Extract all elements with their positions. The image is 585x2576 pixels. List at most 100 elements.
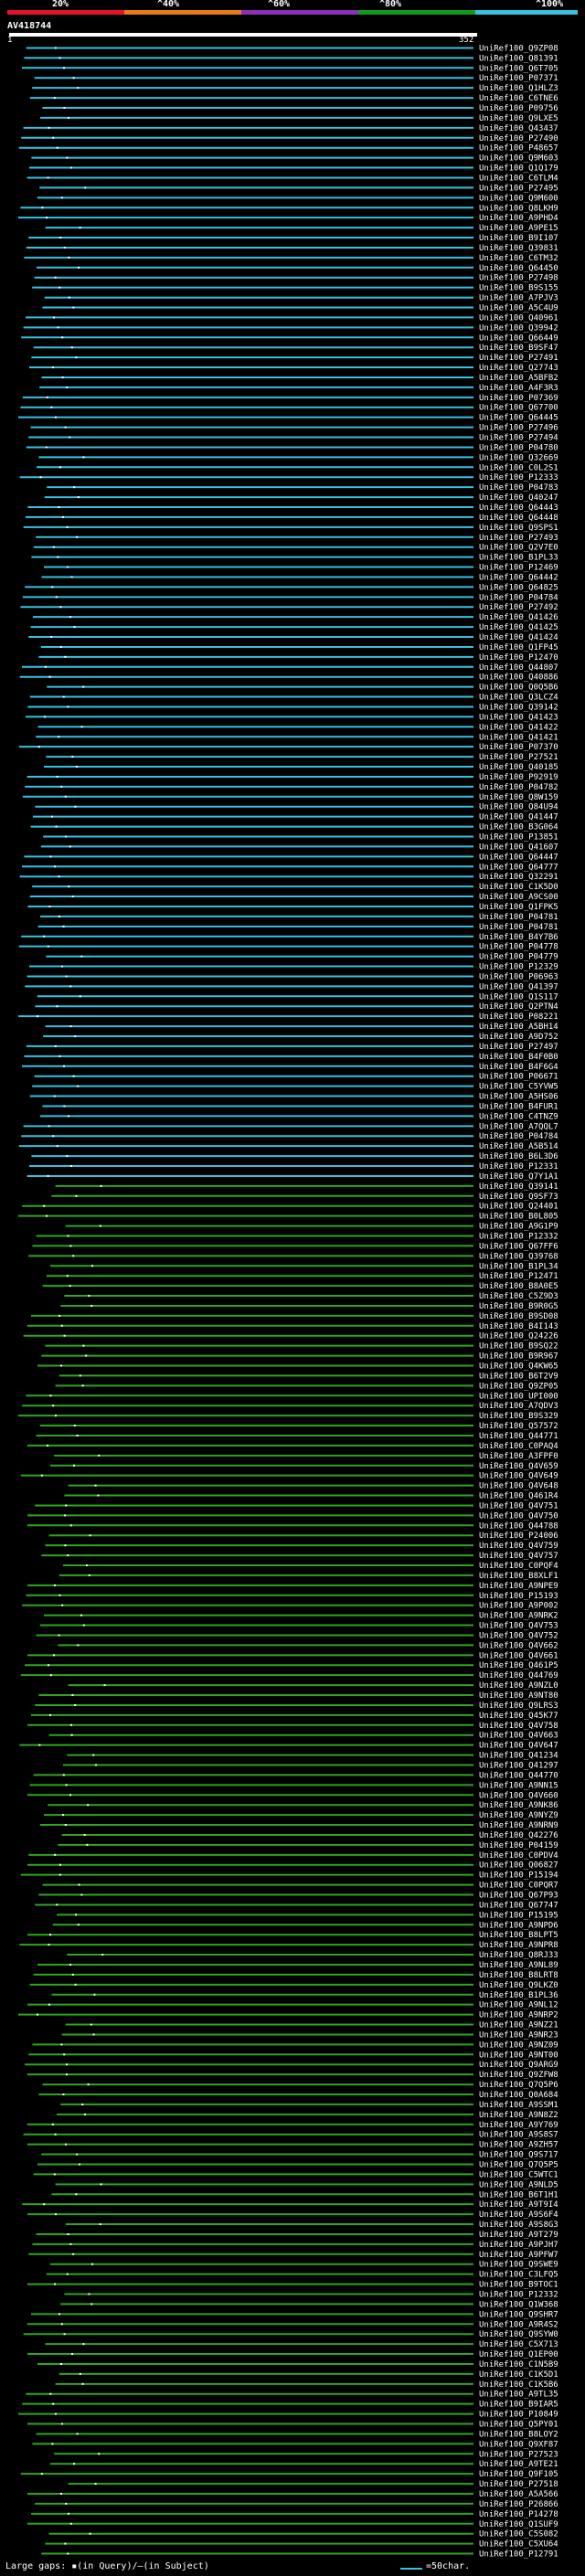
hit-accession-link[interactable]: UniRef100_Q39768 xyxy=(479,1252,558,1261)
hit-row[interactable]: UniRef100_Q1SUF9 xyxy=(27,2520,558,2529)
hit-row[interactable]: UniRef100_Q4V647 xyxy=(19,1742,558,1751)
hit-row[interactable]: UniRef100_A9NZ09 xyxy=(32,2041,558,2050)
hit-accession-link[interactable]: UniRef100_B8LPT5 xyxy=(479,1931,558,1940)
hit-accession-link[interactable]: UniRef100_B4FUR1 xyxy=(479,1102,558,1111)
hit-row[interactable]: UniRef100_B9I107 xyxy=(28,234,558,243)
hit-accession-link[interactable]: UniRef100_A9NZL0 xyxy=(479,1681,558,1691)
hit-accession-link[interactable]: UniRef100_A9NR23 xyxy=(479,2030,558,2040)
hit-row[interactable]: UniRef100_A9S6F4 xyxy=(27,2210,558,2220)
hit-row[interactable]: UniRef100_Q7Y1A1 xyxy=(27,1172,558,1182)
hit-row[interactable]: UniRef100_UPI000 xyxy=(26,1392,558,1401)
hit-accession-link[interactable]: UniRef100_Q6T705 xyxy=(479,64,558,73)
hit-accession-link[interactable]: UniRef100_A9Y769 xyxy=(479,2121,558,2130)
hit-row[interactable]: UniRef100_Q41447 xyxy=(33,813,558,822)
hit-accession-link[interactable]: UniRef100_P13851 xyxy=(479,833,558,843)
hit-row[interactable]: UniRef100_A5B514 xyxy=(18,1142,558,1151)
hit-row[interactable]: UniRef100_Q41426 xyxy=(33,613,558,622)
hit-row[interactable]: UniRef100_A9N8Z2 xyxy=(57,2111,558,2120)
hit-row[interactable]: UniRef100_A9NRP2 xyxy=(18,2011,558,2020)
hit-row[interactable]: UniRef100_Q2V7E0 xyxy=(33,544,558,553)
hit-row[interactable]: UniRef100_A9PJH7 xyxy=(32,2241,558,2250)
hit-row[interactable]: UniRef100_B8LOY2 xyxy=(36,2430,558,2439)
hit-accession-link[interactable]: UniRef100_A9P002 xyxy=(479,1602,558,1611)
hit-accession-link[interactable]: UniRef100_A9TE21 xyxy=(479,2460,558,2469)
hit-row[interactable]: UniRef100_Q4V753 xyxy=(39,1622,558,1631)
hit-row[interactable]: UniRef100_Q4V660 xyxy=(27,1791,558,1800)
hit-row[interactable]: UniRef100_P12331 xyxy=(29,1162,558,1171)
hit-accession-link[interactable]: UniRef100_Q4V663 xyxy=(479,1732,558,1741)
hit-accession-link[interactable]: UniRef100_P06963 xyxy=(479,972,558,981)
hit-row[interactable]: UniRef100_P07369 xyxy=(22,394,558,403)
hit-row[interactable]: UniRef100_A9NPE9 xyxy=(27,1582,558,1591)
hit-accession-link[interactable]: UniRef100_Q9ZP05 xyxy=(479,1382,558,1391)
hit-row[interactable]: UniRef100_Q45K77 xyxy=(31,1712,558,1721)
hit-row[interactable]: UniRef100_P12332 xyxy=(64,2290,558,2299)
hit-accession-link[interactable]: UniRef100_Q44788 xyxy=(479,1521,558,1531)
hit-row[interactable]: UniRef100_B9S329 xyxy=(18,1412,558,1421)
hit-row[interactable]: UniRef100_Q41607 xyxy=(40,843,558,852)
hit-row[interactable]: UniRef100_A9R4S2 xyxy=(27,2320,558,2329)
hit-accession-link[interactable]: UniRef100_A9R4S2 xyxy=(479,2320,558,2329)
hit-row[interactable]: UniRef100_B4F0B0 xyxy=(24,1053,558,1062)
hit-row[interactable]: UniRef100_P10849 xyxy=(18,2411,558,2420)
hit-accession-link[interactable]: UniRef100_Q8RJ33 xyxy=(479,1951,558,1960)
hit-accession-link[interactable]: UniRef100_B9R0G5 xyxy=(479,1302,558,1311)
hit-accession-link[interactable]: UniRef100_B1PL36 xyxy=(479,1991,558,2000)
hit-row[interactable]: UniRef100_Q67P93 xyxy=(38,1892,558,1901)
hit-row[interactable]: UniRef100_A9S8G3 xyxy=(65,2221,558,2230)
hit-row[interactable]: UniRef100_P04784 xyxy=(21,1132,558,1141)
hit-row[interactable]: UniRef100_Q4V649 xyxy=(20,1472,558,1481)
hit-row[interactable]: UniRef100_Q9F105 xyxy=(20,2470,558,2479)
hit-accession-link[interactable]: UniRef100_A9PHD4 xyxy=(479,214,558,223)
hit-row[interactable]: UniRef100_Q9M600 xyxy=(37,194,558,203)
hit-accession-link[interactable]: UniRef100_A9NPD6 xyxy=(479,1921,558,1930)
hit-accession-link[interactable]: UniRef100_A9CS00 xyxy=(479,893,558,902)
hit-row[interactable]: UniRef100_Q4V648 xyxy=(68,1482,558,1491)
hit-row[interactable]: UniRef100_Q43437 xyxy=(23,124,558,133)
hit-accession-link[interactable]: UniRef100_B1PL34 xyxy=(479,1262,558,1271)
hit-row[interactable]: UniRef100_Q4V751 xyxy=(35,1501,558,1511)
hit-accession-link[interactable]: UniRef100_P04782 xyxy=(479,783,558,792)
hit-row[interactable]: UniRef100_A7QDV3 xyxy=(22,1402,558,1411)
hit-row[interactable]: UniRef100_P12332 xyxy=(36,1232,558,1241)
hit-accession-link[interactable]: UniRef100_P07370 xyxy=(479,743,558,752)
hit-accession-link[interactable]: UniRef100_C4TNZ9 xyxy=(479,1112,558,1121)
hit-row[interactable]: UniRef100_B4I143 xyxy=(27,1322,558,1331)
hit-row[interactable]: UniRef100_B8A0E5 xyxy=(42,1282,558,1291)
hit-row[interactable]: UniRef100_A9T9I4 xyxy=(22,2200,558,2210)
hit-accession-link[interactable]: UniRef100_P12469 xyxy=(479,564,558,573)
hit-accession-link[interactable]: UniRef100_B4F0B0 xyxy=(479,1053,558,1062)
hit-row[interactable]: UniRef100_B3G064 xyxy=(30,823,558,832)
hit-accession-link[interactable]: UniRef100_Q06827 xyxy=(479,1861,558,1871)
hit-row[interactable]: UniRef100_P12471 xyxy=(46,1272,558,1281)
hit-row[interactable]: UniRef100_P48657 xyxy=(18,144,558,154)
hit-accession-link[interactable]: UniRef100_Q9SYW0 xyxy=(479,2330,558,2339)
hit-accession-link[interactable]: UniRef100_A9NRN9 xyxy=(479,1821,558,1830)
hit-accession-link[interactable]: UniRef100_P09756 xyxy=(479,104,558,113)
hit-accession-link[interactable]: UniRef100_Q4V757 xyxy=(479,1552,558,1561)
hit-row[interactable]: UniRef100_Q4KW65 xyxy=(37,1362,558,1372)
hit-accession-link[interactable]: UniRef100_B9SQ22 xyxy=(479,1342,558,1352)
hit-accession-link[interactable]: UniRef100_Q45K77 xyxy=(479,1712,558,1721)
hit-row[interactable]: UniRef100_P27518 xyxy=(68,2480,558,2489)
hit-row[interactable]: UniRef100_C3LFQ5 xyxy=(46,2271,558,2280)
hit-accession-link[interactable]: UniRef100_Q3LCZ4 xyxy=(479,694,558,703)
hit-accession-link[interactable]: UniRef100_B8XLF1 xyxy=(479,1572,558,1581)
hit-row[interactable]: UniRef100_B8LPT5 xyxy=(27,1931,558,1940)
hit-accession-link[interactable]: UniRef100_B9I107 xyxy=(479,234,558,243)
hit-row[interactable]: UniRef100_B9S155 xyxy=(32,284,558,293)
hit-accession-link[interactable]: UniRef100_Q4V758 xyxy=(479,1722,558,1731)
hit-accession-link[interactable]: UniRef100_Q9M603 xyxy=(479,154,558,164)
hit-row[interactable]: UniRef100_Q40886 xyxy=(19,673,558,683)
hit-row[interactable]: UniRef100_P27491 xyxy=(31,354,558,363)
hit-accession-link[interactable]: UniRef100_P12332 xyxy=(479,2290,558,2299)
hit-accession-link[interactable]: UniRef100_A9NT00 xyxy=(479,2051,558,2060)
hit-accession-link[interactable]: UniRef100_A9SSM1 xyxy=(479,2101,558,2110)
hit-accession-link[interactable]: UniRef100_Q41607 xyxy=(479,843,558,852)
hit-accession-link[interactable]: UniRef100_A9NPE9 xyxy=(479,1582,558,1591)
hit-accession-link[interactable]: UniRef100_Q1W368 xyxy=(479,2300,558,2309)
hit-accession-link[interactable]: UniRef100_Q4V752 xyxy=(479,1631,558,1640)
hit-accession-link[interactable]: UniRef100_A9ZH57 xyxy=(479,2141,558,2150)
hit-accession-link[interactable]: UniRef100_P12329 xyxy=(479,963,558,972)
hit-row[interactable]: UniRef100_Q9XF87 xyxy=(32,2440,558,2449)
